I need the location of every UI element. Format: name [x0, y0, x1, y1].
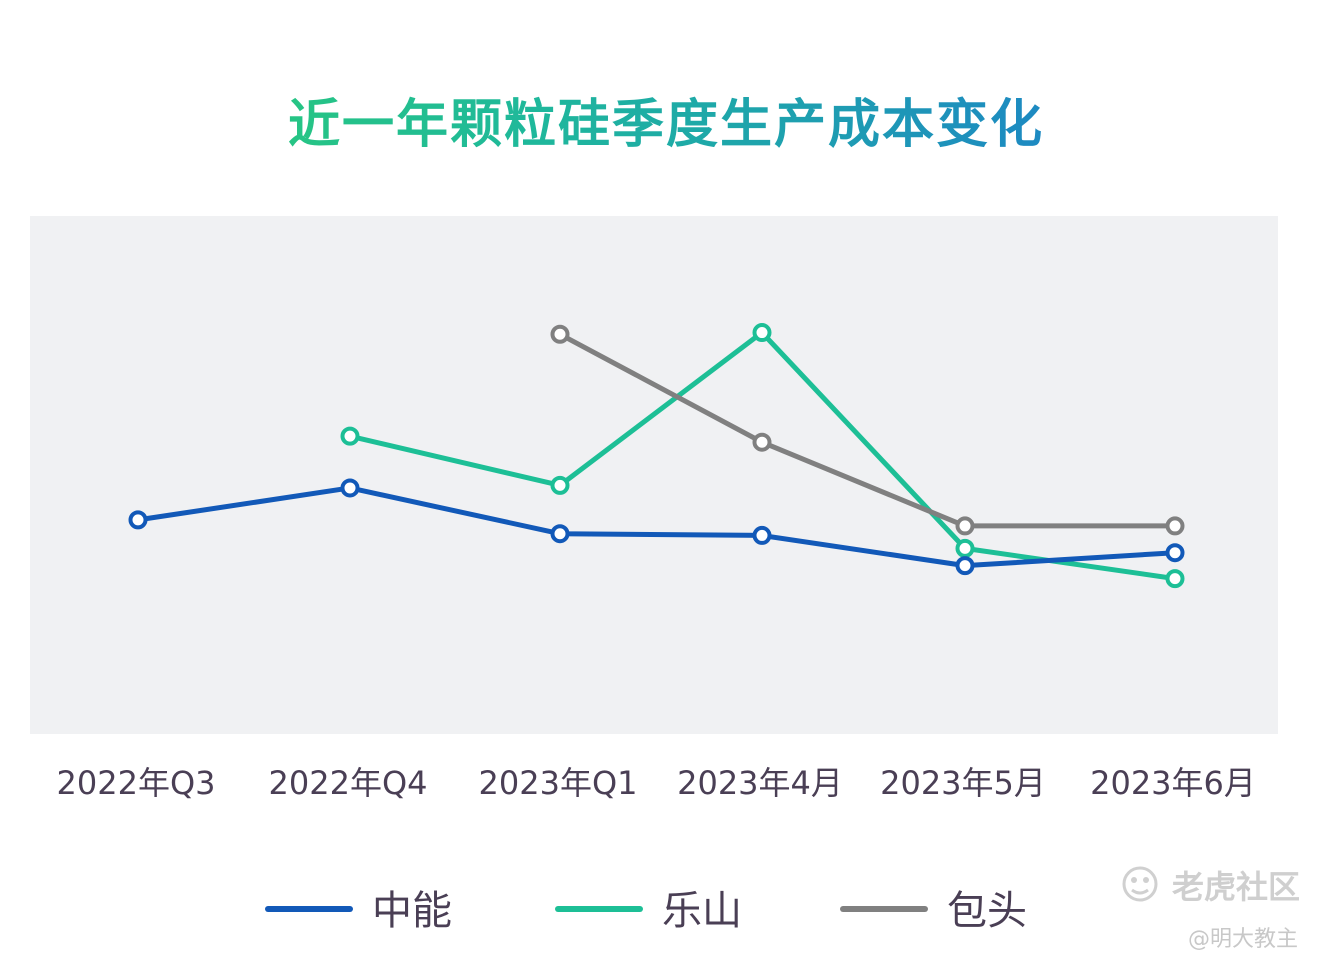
x-axis-ticks: 2022年Q3 2022年Q4 2023年Q1 2023年4月 2023年5月 2023年… — [57, 764, 1256, 802]
data-point-中能-2022年Q3 — [128, 510, 148, 530]
data-point-乐山-2023年4月 — [752, 323, 772, 343]
series-line-中能 — [137, 485, 1176, 569]
data-point-乐山-2023年Q1 — [550, 475, 570, 495]
watermark-logo-text: 老虎社区 — [1172, 868, 1300, 906]
legend-label-包头: 包头 — [947, 888, 1027, 934]
series-line-包头 — [558, 332, 1175, 529]
data-point-中能-2023年5月 — [955, 556, 975, 576]
data-point-乐山-2023年6月 — [1165, 569, 1185, 589]
legend-label-中能: 中能 — [372, 888, 452, 934]
data-point-中能-2023年4月 — [752, 525, 772, 545]
x-tick-label: 2022年Q4 — [269, 764, 428, 802]
x-tick-label: 2023年5月 — [880, 764, 1046, 802]
data-point-中能-2022年Q4 — [340, 478, 360, 498]
x-tick-label: 2023年Q1 — [479, 764, 638, 802]
data-point-包头-2023年4月 — [752, 432, 772, 452]
plot-area — [30, 216, 1278, 734]
legend: 中能 乐山 包头 — [265, 888, 1027, 934]
x-tick-label: 2023年4月 — [677, 764, 843, 802]
x-tick-label: 2022年Q3 — [57, 764, 216, 802]
legend-label-乐山: 乐山 — [662, 888, 742, 934]
chart-title: 近一年颗粒硅季度生产成本变化 — [0, 82, 1332, 157]
data-point-中能-2023年6月 — [1165, 543, 1185, 563]
data-point-中能-2023年Q1 — [550, 524, 570, 544]
tiger-paw-icon — [1122, 866, 1158, 902]
x-tick-label: 2023年6月 — [1090, 764, 1256, 802]
data-point-包头-2023年Q1 — [550, 324, 570, 344]
data-point-乐山-2022年Q4 — [340, 426, 360, 446]
data-point-包头-2023年6月 — [1165, 516, 1185, 536]
data-point-包头-2023年5月 — [955, 516, 975, 536]
data-point-乐山-2023年5月 — [955, 538, 975, 558]
series-layer — [128, 323, 1185, 589]
watermark-author: @明大教主 — [1188, 927, 1298, 952]
watermark: 老虎社区 @明大教主 — [1122, 866, 1300, 952]
